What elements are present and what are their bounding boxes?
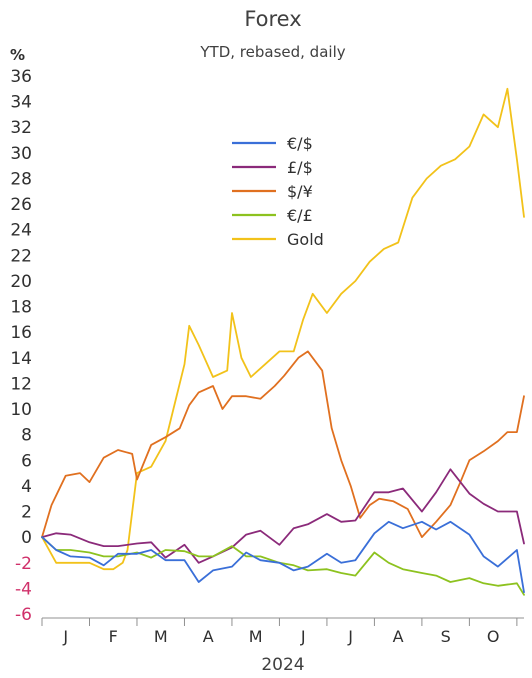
y-tick-label: 28 bbox=[10, 169, 32, 189]
y-tick-label: 34 bbox=[10, 93, 32, 113]
y-tick-label: 18 bbox=[10, 298, 32, 318]
legend-label: €/£ bbox=[287, 206, 313, 225]
y-tick-label: 24 bbox=[10, 221, 32, 241]
legend-label: $/¥ bbox=[287, 182, 313, 201]
y-tick-label: 32 bbox=[10, 118, 32, 138]
y-tick-label: 6 bbox=[21, 451, 32, 471]
x-axis-label: 2024 bbox=[261, 655, 304, 675]
x-tick-label: J bbox=[347, 627, 353, 646]
y-tick-label: -2 bbox=[15, 554, 32, 574]
y-tick-label: 8 bbox=[21, 426, 32, 446]
y-tick-label: 0 bbox=[21, 528, 32, 548]
chart-subtitle: YTD, rebased, daily bbox=[199, 43, 345, 61]
chart-title: Forex bbox=[244, 7, 301, 31]
y-tick-label: 22 bbox=[10, 246, 32, 266]
legend-label: Gold bbox=[287, 230, 324, 249]
y-tick-label: -6 bbox=[15, 605, 32, 625]
legend: €/$ £/$ $/¥ €/£ Gold bbox=[232, 134, 324, 249]
y-tick-label: 2 bbox=[21, 503, 32, 523]
series-lines bbox=[41, 87, 525, 596]
y-tick-label: 4 bbox=[21, 477, 32, 497]
series-line-4 bbox=[41, 87, 525, 571]
x-tick-label: M bbox=[154, 627, 168, 646]
legend-label: £/$ bbox=[287, 158, 313, 177]
y-tick-label: -4 bbox=[15, 579, 32, 599]
x-tick-label: A bbox=[203, 627, 214, 646]
series-line-3 bbox=[41, 536, 525, 596]
y-tick-label: 12 bbox=[10, 374, 32, 394]
legend-label: €/$ bbox=[287, 134, 313, 153]
x-tick-label: M bbox=[249, 627, 263, 646]
y-tick-label: 10 bbox=[10, 400, 32, 420]
y-axis-unit: % bbox=[10, 46, 25, 64]
x-tick-label: F bbox=[109, 627, 118, 646]
x-tick-label: J bbox=[300, 627, 306, 646]
series-line-1 bbox=[41, 468, 525, 564]
x-tick-label: A bbox=[393, 627, 404, 646]
y-tick-label: 16 bbox=[10, 323, 32, 343]
series-line-2 bbox=[41, 350, 525, 538]
x-tick-label: J bbox=[62, 627, 68, 646]
y-tick-label: 14 bbox=[10, 349, 32, 369]
series-line-0 bbox=[41, 520, 525, 594]
y-tick-label: 30 bbox=[10, 144, 32, 164]
y-tick-label: 36 bbox=[10, 67, 32, 87]
y-tick-label: 26 bbox=[10, 195, 32, 215]
y-tick-label: 20 bbox=[10, 272, 32, 292]
x-tick-label: S bbox=[441, 627, 451, 646]
x-tick-label: O bbox=[487, 627, 500, 646]
